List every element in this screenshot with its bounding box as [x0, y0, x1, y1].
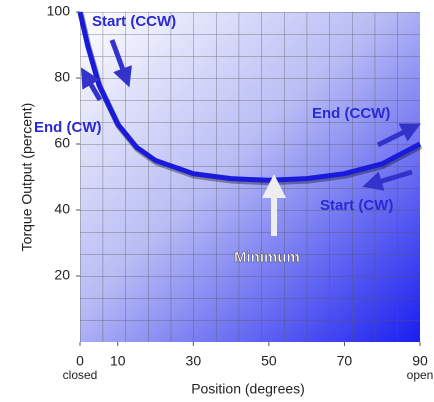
- x-tick-label: 30: [186, 353, 202, 369]
- y-tick-label: 40: [54, 201, 70, 217]
- arrow: [362, 169, 413, 191]
- x-end-label: open: [407, 368, 434, 382]
- annotation: End (CW): [34, 119, 101, 136]
- arrow: [376, 123, 421, 148]
- y-tick-label: 100: [47, 3, 71, 19]
- arrow: [80, 67, 103, 102]
- annotation: Minimum: [234, 249, 300, 266]
- x-tick-label: 0: [76, 353, 84, 369]
- x-axis-label: Position (degrees): [191, 381, 305, 397]
- y-tick-label: 60: [54, 135, 70, 151]
- x-tick-label: 50: [261, 353, 277, 369]
- x-tick-label: 10: [110, 353, 126, 369]
- annotation: Start (CW): [320, 197, 393, 214]
- x-tick-label: 90: [412, 353, 428, 369]
- annotation: Start (CCW): [92, 13, 176, 30]
- y-tick-label: 20: [54, 267, 70, 283]
- arrow: [109, 39, 132, 88]
- x-end-label: closed: [63, 368, 98, 382]
- y-axis-label: Torque Output (percent): [19, 103, 35, 252]
- x-tick-label: 70: [337, 353, 353, 369]
- y-tick-label: 80: [54, 69, 70, 85]
- annotation: End (CCW): [312, 105, 390, 122]
